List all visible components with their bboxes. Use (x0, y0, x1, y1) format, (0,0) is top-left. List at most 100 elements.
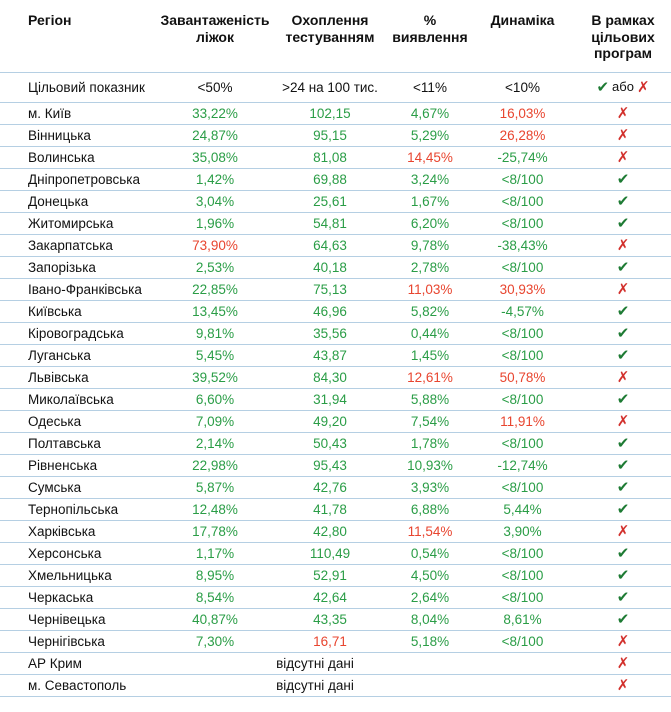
detection-cell: 3,24% (410, 171, 450, 187)
target-program-legend: ✔ або ✗ (575, 80, 671, 95)
dynamics-cell: 3,90% (503, 523, 542, 539)
testing-cell: 40,18 (313, 259, 347, 275)
testing-cell: 43,35 (313, 611, 347, 627)
region-cell: м. Севастополь (28, 677, 127, 693)
testing-cell: 52,91 (313, 567, 347, 583)
table-row: Черкаська 8,54% 42,64 2,64% <8/100 ✔ (0, 585, 671, 608)
region-cell: Полтавська (28, 435, 101, 451)
table-row: Луганська 5,45% 43,87 1,45% <8/100 ✔ (0, 343, 671, 366)
bed-cell: 1,17% (195, 545, 235, 561)
testing-cell: 42,64 (313, 589, 347, 605)
dynamics-cell: 5,44% (503, 501, 542, 517)
column-header-detection: % виявлення (392, 12, 468, 45)
program-status-icon: ✗ (616, 105, 630, 121)
program-status-icon: ✗ (616, 633, 630, 649)
testing-cell: 41,78 (313, 501, 347, 517)
cross-icon: ✗ (636, 79, 650, 95)
no-data-cell: відсутні дані (276, 655, 354, 671)
bed-cell: 2,53% (195, 259, 235, 275)
program-status-icon: ✔ (616, 193, 630, 209)
detection-cell: 0,54% (410, 545, 450, 561)
table-row: м. Київ 33,22% 102,15 4,67% 16,03% ✗ (0, 101, 671, 124)
target-dynamics-value: <10% (505, 79, 540, 95)
dynamics-cell: <8/100 (501, 193, 544, 209)
region-cell: Кіровоградська (28, 325, 124, 341)
table-row: АР Крим відсутні дані ✗ (0, 651, 671, 674)
detection-cell: 12,61% (407, 369, 453, 385)
region-cell: Запорізька (28, 259, 96, 275)
bed-cell: 8,95% (195, 567, 235, 583)
detection-cell: 4,50% (410, 567, 450, 583)
dynamics-cell: <8/100 (501, 391, 544, 407)
region-cell: Херсонська (28, 545, 102, 561)
testing-cell: 102,15 (309, 105, 351, 121)
bed-cell: 35,08% (192, 149, 238, 165)
testing-cell: 95,15 (313, 127, 347, 143)
table-row: Сумська 5,87% 42,76 3,93% <8/100 ✔ (0, 475, 671, 498)
region-cell: Одеська (28, 413, 82, 429)
program-status-icon: ✗ (616, 523, 630, 539)
region-cell: Вінницька (28, 127, 91, 143)
table-row: м. Севастополь відсутні дані ✗ (0, 673, 671, 696)
region-cell: Львівська (28, 369, 89, 385)
bed-cell: 7,30% (195, 633, 235, 649)
dynamics-cell: <8/100 (501, 171, 544, 187)
table-row: Дніпропетровська 1,42% 69,88 3,24% <8/10… (0, 167, 671, 190)
dynamics-cell: <8/100 (501, 259, 544, 275)
program-status-icon: ✗ (616, 369, 630, 385)
program-status-icon: ✔ (616, 435, 630, 451)
testing-cell: 16,71 (313, 633, 347, 649)
bed-cell: 9,81% (195, 325, 235, 341)
dynamics-cell: 30,93% (499, 281, 546, 297)
table-row: Харківська 17,78% 42,80 11,54% 3,90% ✗ (0, 519, 671, 542)
testing-cell: 84,30 (313, 369, 347, 385)
detection-cell: 5,88% (410, 391, 450, 407)
dynamics-cell: 11,91% (500, 413, 545, 429)
program-status-icon: ✔ (616, 611, 630, 627)
bed-cell: 22,98% (192, 457, 238, 473)
dynamics-cell: -4,57% (501, 303, 544, 319)
dynamics-cell: <8/100 (501, 567, 544, 583)
table-row: Тернопільська 12,48% 41,78 6,88% 5,44% ✔ (0, 497, 671, 520)
testing-cell: 75,13 (313, 281, 347, 297)
table-row: Івано-Франківська 22,85% 75,13 11,03% 30… (0, 277, 671, 300)
testing-cell: 81,08 (313, 149, 347, 165)
target-program-or: або (612, 79, 634, 94)
program-status-icon: ✔ (616, 545, 630, 561)
region-cell: Донецька (28, 193, 89, 209)
program-status-icon: ✔ (616, 303, 630, 319)
dynamics-cell: <8/100 (501, 633, 544, 649)
detection-cell: 1,78% (410, 435, 450, 451)
table-row: Чернігівська 7,30% 16,71 5,18% <8/100 ✗ (0, 629, 671, 652)
detection-cell: 5,29% (410, 127, 450, 143)
bed-cell: 39,52% (192, 369, 238, 385)
bed-cell: 3,04% (195, 193, 235, 209)
dynamics-cell: <8/100 (501, 325, 544, 341)
dynamics-cell: <8/100 (501, 435, 544, 451)
table-row: Київська 13,45% 46,96 5,82% -4,57% ✔ (0, 299, 671, 322)
region-cell: Тернопільська (28, 501, 119, 517)
region-cell: м. Київ (28, 105, 72, 121)
bed-cell: 73,90% (192, 237, 238, 253)
program-status-icon: ✔ (616, 171, 630, 187)
region-cell: Миколаївська (28, 391, 114, 407)
bed-cell: 7,09% (195, 413, 235, 429)
table-body: м. Київ 33,22% 102,15 4,67% 16,03% ✗ Він… (0, 101, 671, 697)
table-row: Чернівецька 40,87% 43,35 8,04% 8,61% ✔ (0, 607, 671, 630)
testing-cell: 25,61 (313, 193, 347, 209)
bed-cell: 5,87% (195, 479, 235, 495)
table-row: Хмельницька 8,95% 52,91 4,50% <8/100 ✔ (0, 563, 671, 586)
detection-cell: 3,93% (410, 479, 450, 495)
program-status-icon: ✔ (616, 347, 630, 363)
testing-cell: 43,87 (313, 347, 347, 363)
detection-cell: 14,45% (407, 149, 453, 165)
detection-cell: 9,78% (410, 237, 450, 253)
testing-cell: 42,76 (313, 479, 347, 495)
detection-cell: 4,67% (410, 105, 450, 121)
dynamics-cell: <8/100 (501, 215, 544, 231)
program-status-icon: ✗ (616, 237, 630, 253)
region-cell: Київська (28, 303, 82, 319)
table-row: Херсонська 1,17% 110,49 0,54% <8/100 ✔ (0, 541, 671, 564)
column-header-testing: Охоплення тестуванням (285, 12, 375, 45)
target-row-label: Цільовий показник (28, 79, 145, 95)
